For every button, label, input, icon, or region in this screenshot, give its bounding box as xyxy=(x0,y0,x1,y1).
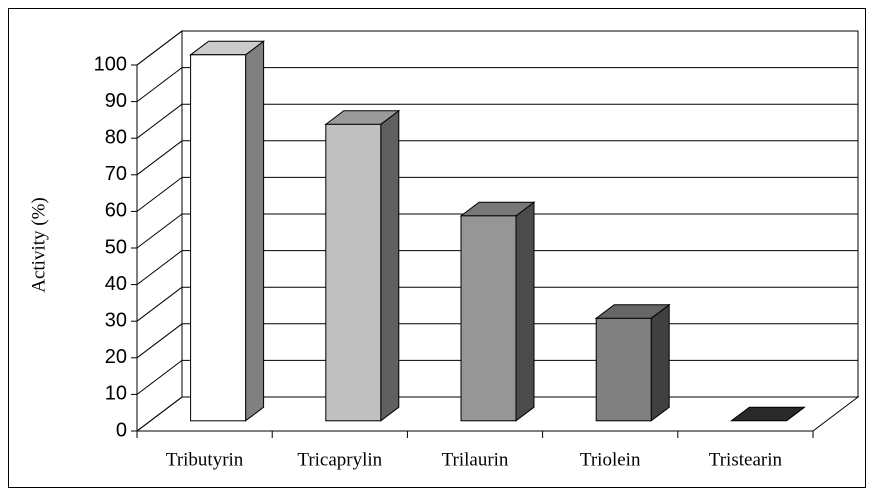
grid-line xyxy=(136,103,183,139)
y-tick-label: 60 xyxy=(105,200,127,222)
y-tick-label: 0 xyxy=(116,419,127,441)
y-tick-label: 30 xyxy=(105,309,127,331)
grid-line xyxy=(136,30,183,66)
grid-line xyxy=(136,250,183,285)
x-tick-label: Tricaprylin xyxy=(297,449,382,470)
x-tick-label: Trilaurin xyxy=(442,449,509,470)
grid-line xyxy=(136,323,183,359)
grid-line xyxy=(136,286,183,322)
x-tick-label: Tristearin xyxy=(709,449,783,470)
bar-top xyxy=(729,406,806,422)
grid-line xyxy=(136,67,183,102)
grid-line xyxy=(136,177,183,212)
y-tick-label: 40 xyxy=(105,273,127,295)
x-tick-label: Triolein xyxy=(580,449,641,470)
bar-side xyxy=(380,109,400,422)
bar xyxy=(325,123,382,422)
grid-line xyxy=(136,360,183,395)
bar-side xyxy=(515,201,535,422)
grid-line xyxy=(136,140,183,176)
y-tick-label: 50 xyxy=(105,236,127,258)
y-tick-label: 90 xyxy=(105,90,127,112)
bar-side xyxy=(245,40,265,422)
y-tick-label: 70 xyxy=(105,163,127,185)
bar xyxy=(460,215,517,422)
grid-line xyxy=(136,396,183,432)
bar xyxy=(190,54,247,422)
bar-side xyxy=(650,303,670,422)
x-tick-label: Tributyrin xyxy=(166,449,244,470)
grid-line xyxy=(136,213,183,249)
bar xyxy=(595,317,652,422)
y-axis-label: Activity (%) xyxy=(28,197,49,293)
y-tick-label: 20 xyxy=(105,346,127,368)
y-tick-label: 80 xyxy=(105,126,127,148)
y-tick-label: 10 xyxy=(105,383,127,405)
y-tick-label: 100 xyxy=(94,53,127,75)
